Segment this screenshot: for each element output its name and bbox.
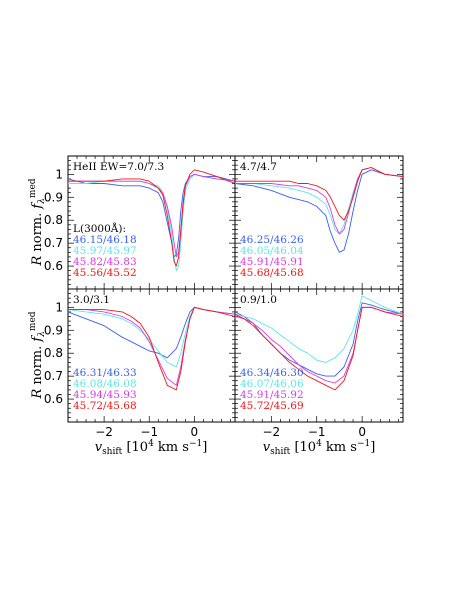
x-tick-label: −2 (262, 425, 280, 439)
y-tick-label: 0.9 (44, 323, 63, 337)
legend-label-cyan: 46.07/46.06 (240, 378, 304, 390)
series-line-blue (67, 306, 236, 359)
series-line-blue (234, 169, 404, 253)
legend-header: L(3000Å): (73, 221, 126, 235)
series-line-red (68, 306, 236, 391)
x-tick-label: −2 (95, 425, 113, 439)
legend-label-blue: 46.34/46.30 (240, 367, 304, 379)
y-tick-label: 0.6 (44, 392, 63, 406)
legend-label-cyan: 46.08/46.08 (73, 378, 137, 390)
legend-label-blue: 46.25/46.26 (240, 234, 304, 246)
legend-label-magenta: 45.91/45.92 (240, 389, 304, 401)
panel-1: 0.6 0.7 0.8 0.9 1 HeII EW=7.0/7.3 L(3000Å):46.… (44, 155, 236, 290)
legend-label-blue: 46.15/46.18 (73, 234, 137, 246)
series-line-cyan (234, 295, 404, 363)
y-tick-label: 1 (55, 167, 63, 181)
y-tick-label: 0.7 (44, 369, 63, 383)
panel-title: 4.7/4.7 (240, 161, 277, 173)
legend-label-magenta: 45.94/45.93 (73, 389, 137, 401)
y-tick-label: 0.7 (44, 236, 63, 250)
series-line-blue (234, 302, 404, 377)
legend-label-magenta: 45.91/45.91 (240, 256, 304, 268)
panel-title: 3.0/3.1 (73, 294, 110, 306)
legend-label-red: 45.68/45.68 (240, 267, 304, 279)
series-line-red (235, 167, 404, 221)
panel-frame (234, 288, 404, 423)
x-axis-title-left: vshift [104 km s−1] (95, 439, 208, 457)
series-line-magenta (68, 173, 236, 258)
y-tick-label: 1 (55, 300, 63, 314)
y-tick-label: 0.6 (44, 259, 63, 273)
legend-label-red: 45.72/45.69 (240, 400, 304, 412)
y-tick-label: 0.8 (44, 346, 63, 360)
y-tick-label: 0.8 (44, 213, 63, 227)
series-line-red (234, 306, 404, 391)
legend-label-cyan: 45.97/45.97 (73, 245, 137, 257)
x-tick-label: −1 (140, 425, 158, 439)
y-tick-label: 0.9 (44, 190, 63, 204)
y-axis-title-top: R norm. fλmed (28, 178, 47, 266)
panel-4: −2 −1 0 0.9/1.0 46.34/46.3046.07/46.0645.91/… (234, 288, 404, 439)
panel-3: 0.6 0.7 0.8 0.9 1 −2 −1 0 3.0/3.1 46.31/46.3346.0… (44, 288, 236, 439)
x-tick-label: 0 (358, 425, 366, 439)
panel-title: 0.9/1.0 (240, 294, 277, 306)
legend-label-red: 45.56/45.52 (73, 267, 137, 279)
x-tick-label: −1 (308, 425, 326, 439)
panel-2: 4.7/4.7 46.25/46.2646.05/46.0445.91/45.91… (234, 155, 404, 290)
series-line-magenta (235, 167, 404, 235)
x-axis-title-right: vshift [104 km s−1] (263, 439, 376, 457)
series-line-red (68, 169, 236, 267)
y-axis-title-bottom: R norm. fλmed (28, 311, 47, 399)
panel-title: HeII EW=7.0/7.3 (73, 161, 164, 173)
legend-label-cyan: 46.05/46.04 (240, 245, 304, 257)
legend-label-blue: 46.31/46.33 (73, 367, 137, 379)
legend-label-red: 45.72/45.68 (73, 400, 137, 412)
legend-label-magenta: 45.82/45.83 (73, 256, 137, 268)
x-tick-label: 0 (191, 425, 199, 439)
series-line-cyan (235, 167, 404, 235)
series-line-cyan (67, 306, 236, 368)
